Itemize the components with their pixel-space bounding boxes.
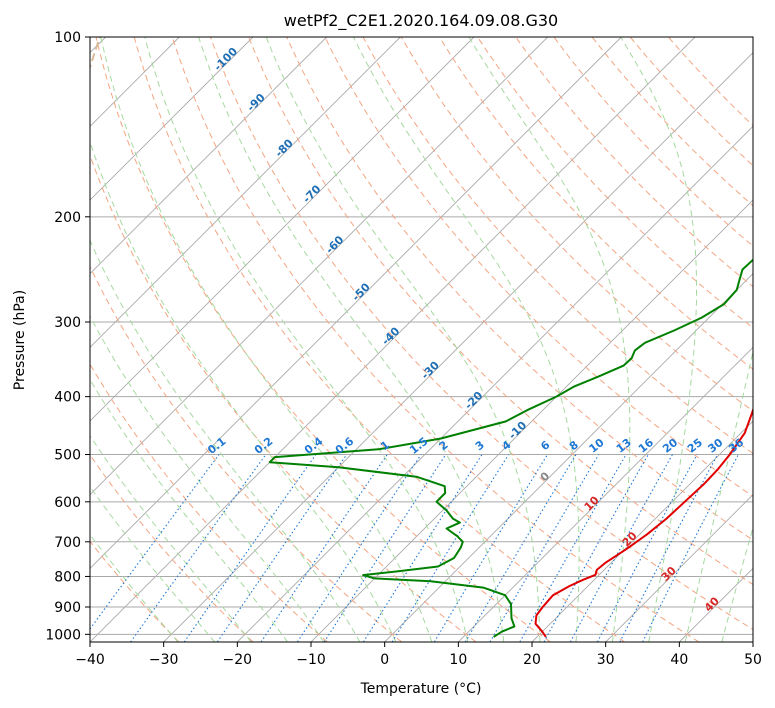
mixing-ratio-line	[260, 454, 388, 642]
y-tick-label: 700	[54, 535, 81, 551]
moist-adiabat	[144, 37, 469, 642]
moist-adiabat	[684, 348, 753, 642]
mixing-ratio-line	[183, 454, 317, 642]
moist-adiabat	[721, 525, 753, 642]
mixing-ratio-line	[216, 454, 348, 642]
dry-adiabat	[400, 37, 753, 412]
x-tick-label: 50	[744, 652, 762, 668]
moist-adiabat	[90, 533, 179, 642]
plot-frame	[89, 36, 754, 643]
dry-adiabat	[90, 265, 403, 642]
x-tick-label: 0	[380, 652, 389, 668]
isotherm--10	[310, 199, 753, 642]
x-tick-label: −30	[149, 652, 179, 668]
dry-adiabat	[324, 37, 753, 498]
mixing-ratio-line	[297, 454, 422, 642]
moist-adiabat	[100, 37, 433, 642]
dry-adiabat	[438, 37, 753, 370]
isotherm--70	[90, 37, 475, 422]
moist-adiabat	[90, 314, 325, 642]
x-axis-label: Temperature (°C)	[360, 681, 482, 697]
mixing-ratio-line	[130, 454, 267, 642]
mixing-ratio-line	[323, 454, 447, 642]
mixing-ratio-line	[569, 454, 673, 642]
isotherm--50	[90, 37, 622, 569]
temperature-profile	[534, 406, 753, 638]
x-tick-label: −40	[75, 652, 105, 668]
isotherm--30	[163, 52, 753, 642]
moist-adiabat	[265, 37, 541, 642]
x-tick-label: −20	[223, 652, 253, 668]
moist-adiabat	[468, 37, 631, 642]
isotherm--80	[90, 37, 401, 348]
isotherm--40	[90, 37, 696, 642]
dry-adiabat	[90, 453, 254, 642]
isotherm--60	[90, 37, 548, 496]
y-axis-label: Pressure (hPa)	[12, 290, 28, 390]
y-tick-label: 1000	[45, 627, 81, 643]
y-tick-label: 600	[54, 495, 81, 511]
mixing-ratio-line	[596, 454, 698, 642]
x-tick-label: −10	[296, 652, 326, 668]
mixing-ratio-line	[433, 454, 548, 642]
dry-adiabat	[477, 37, 753, 329]
axis-layer: −40 −30 −20 −10 0 10 20 30 40 50 100 200 300 400 500 60…	[45, 30, 762, 668]
y-tick-label: 400	[54, 390, 81, 406]
x-tick-label: 10	[449, 652, 467, 668]
grid-layer	[90, 37, 753, 642]
dry-adiabat	[90, 363, 328, 642]
mixing-ratio-line	[464, 454, 577, 642]
moist-adiabat	[90, 239, 361, 642]
isotherm-10	[458, 346, 753, 642]
y-tick-label: 500	[54, 448, 81, 464]
y-tick-label: 800	[54, 569, 81, 585]
moist-adiabat	[620, 37, 697, 642]
moist-adiabat	[198, 37, 505, 642]
isotherm-0	[384, 273, 753, 642]
dry-adiabat	[286, 37, 753, 541]
mixing-ratio-line	[519, 454, 627, 642]
dry-adiabat	[133, 37, 625, 642]
moist-adiabat	[90, 434, 252, 642]
isotherm--20	[237, 125, 753, 642]
isotherm-50	[752, 641, 753, 642]
mixing-ratio-line	[90, 454, 220, 630]
moist-adiabat	[90, 485, 216, 642]
series-layer	[268, 258, 753, 638]
moist-adiabat	[90, 378, 289, 642]
x-tick-label: 20	[523, 652, 541, 668]
dry-adiabat	[248, 37, 753, 586]
chart-title: wetPf2_C2E1.2020.164.09.08.G30	[284, 11, 558, 31]
y-tick-label: 200	[54, 210, 81, 226]
mixing-ratio-line	[489, 454, 600, 642]
isotherm--90	[90, 37, 327, 275]
dewpoint-profile	[268, 258, 753, 638]
dry-adiabat	[515, 37, 753, 288]
plot-background	[90, 37, 753, 642]
dry-adiabat	[210, 37, 753, 631]
y-tick-label: 900	[54, 600, 81, 616]
dry-adiabat	[171, 37, 700, 642]
dry-adiabat	[95, 37, 551, 642]
isotherm--100	[90, 37, 254, 201]
y-tick-label: 300	[54, 315, 81, 331]
dry-adiabat	[90, 154, 477, 642]
dry-adiabat	[362, 37, 753, 455]
x-tick-label: 30	[597, 652, 615, 668]
y-tick-label: 100	[54, 30, 81, 46]
isotherm-20	[531, 420, 753, 642]
isotherm-30	[605, 494, 753, 642]
moist-adiabat	[353, 37, 580, 642]
x-tick-label: 40	[670, 652, 688, 668]
